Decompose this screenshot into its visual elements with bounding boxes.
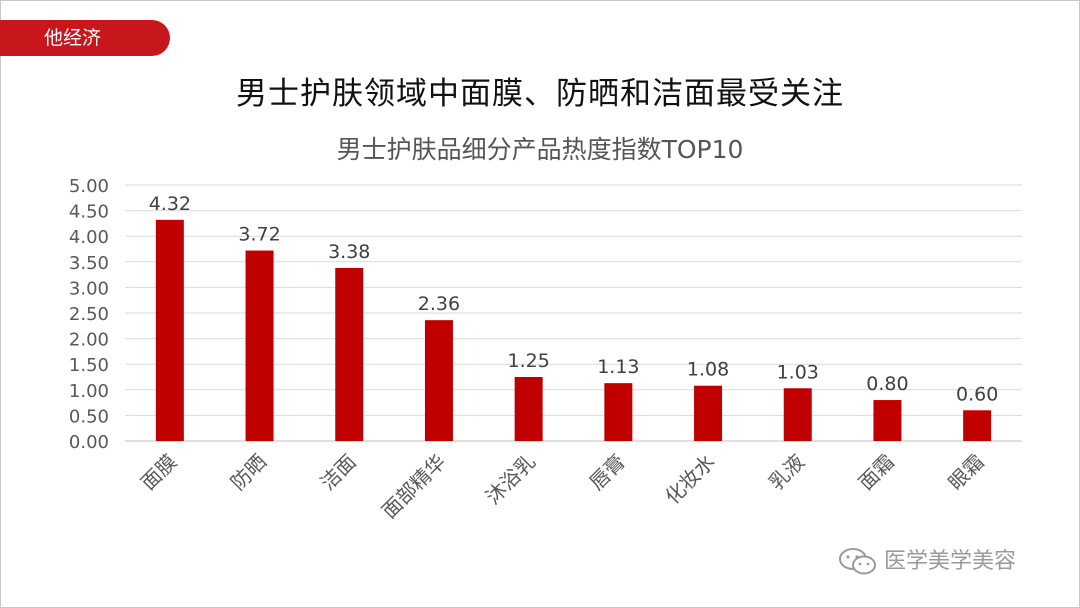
data-label: 0.60 [956, 383, 998, 405]
wechat-icon [839, 548, 876, 575]
bar-10 [963, 410, 992, 441]
x-tick-label: 面膜 [136, 450, 181, 495]
bar-5 [514, 377, 543, 441]
y-tick-label: 2.00 [69, 330, 109, 351]
data-label: 0.80 [866, 373, 908, 395]
watermark: 医学美学美容 [838, 545, 1078, 579]
slide-headline: 男士护肤领域中面膜、防晒和洁面最受关注 [236, 76, 844, 112]
watermark-text: 医学美学美容 [884, 549, 1017, 574]
data-label: 1.08 [687, 359, 729, 381]
x-axis-ticks: 面膜 防晒 洁面 面部精华 沐浴乳 唇膏 化妆水 乳液 面霜 眼霜 [136, 450, 989, 524]
y-tick-label: 3.00 [69, 278, 109, 299]
x-tick-label: 化妆水 [660, 450, 719, 509]
x-tick-label: 面部精华 [377, 450, 451, 524]
y-axis-ticks: 0.00 0.50 1.00 1.50 2.00 2.50 3.00 3.50 4.00 4.50… [69, 176, 109, 453]
x-tick-label: 面霜 [854, 450, 899, 495]
bar-9 [873, 400, 902, 441]
bar-2 [245, 250, 274, 441]
x-tick-label: 眼霜 [943, 450, 988, 495]
data-label: 4.32 [149, 193, 191, 215]
y-tick-label: 1.00 [69, 381, 109, 402]
bar-1 [155, 219, 184, 441]
data-label: 1.13 [597, 356, 639, 378]
data-label: 3.38 [328, 241, 370, 263]
y-tick-label: 4.50 [69, 202, 109, 223]
y-tick-label: 3.50 [69, 253, 109, 274]
data-label: 3.72 [238, 224, 280, 246]
chart-title: 男士护肤品细分产品热度指数TOP10 [336, 135, 744, 164]
y-tick-label: 0.50 [69, 406, 109, 427]
x-tick-label: 唇膏 [585, 450, 630, 495]
data-label: 2.36 [418, 293, 460, 315]
section-tag: 他经济 [0, 20, 170, 56]
bar-7 [694, 385, 723, 441]
bar-3 [335, 267, 364, 441]
data-label: 1.03 [777, 361, 819, 383]
data-labels: 4.32 3.72 3.38 2.36 1.25 1.13 1.08 1.03 0.80 0.60 [149, 193, 999, 405]
y-tick-label: 1.50 [69, 355, 109, 376]
y-tick-label: 4.00 [69, 227, 109, 248]
bars [155, 219, 992, 441]
bar-8 [783, 388, 812, 441]
x-tick-label: 防晒 [226, 450, 271, 495]
data-label: 1.25 [507, 350, 549, 372]
x-tick-label: 洁面 [316, 450, 361, 495]
y-tick-label: 2.50 [69, 304, 109, 325]
y-tick-label: 0.00 [69, 432, 109, 453]
x-tick-label: 乳液 [764, 450, 809, 495]
x-tick-label: 沐浴乳 [481, 450, 540, 509]
y-tick-label: 5.00 [69, 176, 109, 197]
grid-lines [125, 184, 1022, 442]
bar-6 [604, 383, 633, 441]
bar-4 [424, 320, 453, 441]
